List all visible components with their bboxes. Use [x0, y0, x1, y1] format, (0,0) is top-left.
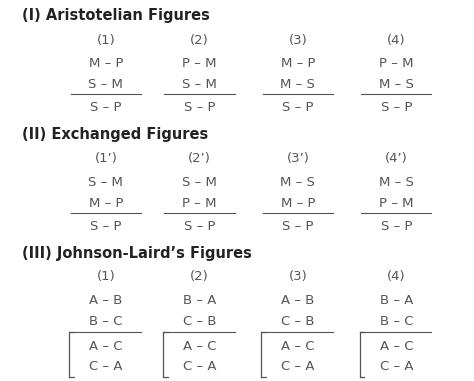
Text: (3): (3) — [289, 271, 307, 283]
Text: (3): (3) — [289, 34, 307, 47]
Text: (1’): (1’) — [94, 152, 117, 165]
Text: A – C: A – C — [89, 340, 123, 353]
Text: M – P: M – P — [281, 57, 315, 70]
Text: B – C: B – C — [89, 315, 123, 328]
Text: C – A: C – A — [380, 360, 413, 373]
Text: A – B: A – B — [281, 294, 315, 307]
Text: M – S: M – S — [281, 176, 315, 189]
Text: A – C: A – C — [380, 340, 413, 353]
Text: A – C: A – C — [183, 340, 216, 353]
Text: S – M: S – M — [88, 176, 123, 189]
Text: S – P: S – P — [282, 101, 314, 114]
Text: B – A: B – A — [183, 294, 216, 307]
Text: B – C: B – C — [380, 315, 413, 328]
Text: (3’): (3’) — [286, 152, 310, 165]
Text: S – P: S – P — [184, 220, 215, 233]
Text: (4): (4) — [387, 34, 406, 47]
Text: C – B: C – B — [183, 315, 216, 328]
Text: C – A: C – A — [183, 360, 216, 373]
Text: S – P: S – P — [381, 220, 412, 233]
Text: M – P: M – P — [89, 197, 123, 210]
Text: (2): (2) — [190, 271, 209, 283]
Text: (III) Johnson-Laird’s Figures: (III) Johnson-Laird’s Figures — [21, 246, 251, 261]
Text: (I) Aristotelian Figures: (I) Aristotelian Figures — [21, 8, 210, 23]
Text: S – P: S – P — [381, 101, 412, 114]
Text: S – M: S – M — [88, 78, 123, 91]
Text: S – M: S – M — [182, 78, 217, 91]
Text: M – P: M – P — [89, 57, 123, 70]
Text: (4’): (4’) — [385, 152, 408, 165]
Text: P – M: P – M — [182, 197, 217, 210]
Text: P – M: P – M — [379, 197, 413, 210]
Text: S – M: S – M — [182, 176, 217, 189]
Text: C – B: C – B — [281, 315, 315, 328]
Text: M – S: M – S — [281, 78, 315, 91]
Text: S – P: S – P — [184, 101, 215, 114]
Text: (2): (2) — [190, 34, 209, 47]
Text: (1): (1) — [97, 271, 115, 283]
Text: M – S: M – S — [379, 78, 414, 91]
Text: M – S: M – S — [379, 176, 414, 189]
Text: P – M: P – M — [182, 57, 217, 70]
Text: M – P: M – P — [281, 197, 315, 210]
Text: S – P: S – P — [282, 220, 314, 233]
Text: (2’): (2’) — [188, 152, 211, 165]
Text: C – A: C – A — [89, 360, 123, 373]
Text: P – M: P – M — [379, 57, 413, 70]
Text: S – P: S – P — [90, 220, 122, 233]
Text: (4): (4) — [387, 271, 406, 283]
Text: A – B: A – B — [89, 294, 122, 307]
Text: S – P: S – P — [90, 101, 122, 114]
Text: (II) Exchanged Figures: (II) Exchanged Figures — [21, 127, 208, 142]
Text: C – A: C – A — [281, 360, 315, 373]
Text: A – C: A – C — [281, 340, 315, 353]
Text: (1): (1) — [97, 34, 115, 47]
Text: B – A: B – A — [380, 294, 413, 307]
